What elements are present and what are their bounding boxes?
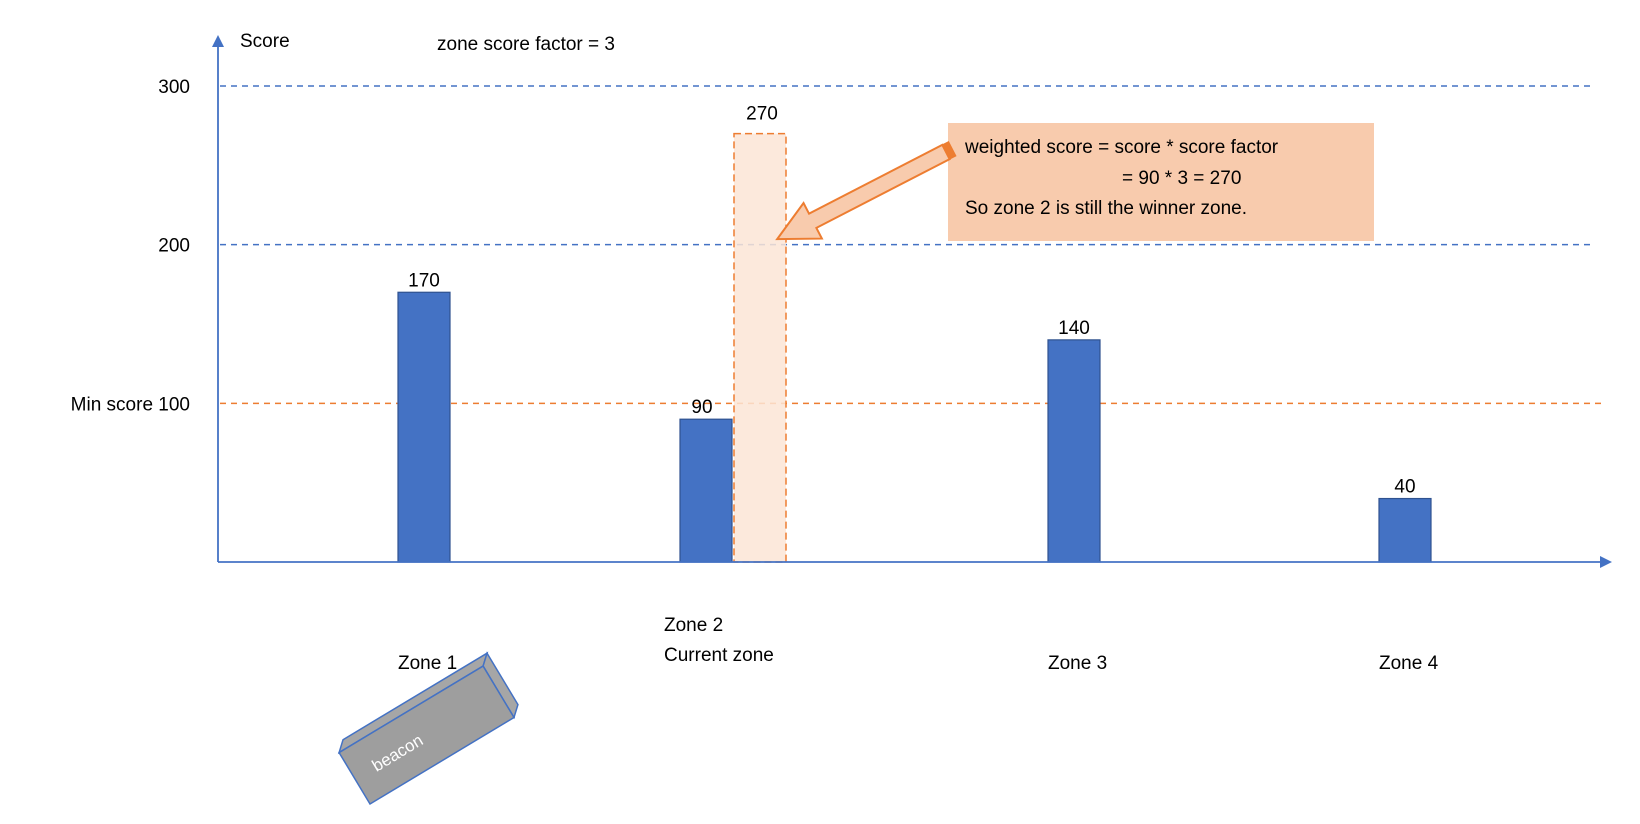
bar-3 — [1047, 339, 1101, 563]
annotation-box — [948, 123, 1374, 241]
category-sublabel-2: Current zone — [664, 645, 774, 666]
y-tick-label-300: 300 — [158, 77, 190, 98]
bar-2 — [679, 418, 733, 563]
bar-1 — [397, 291, 451, 563]
y-axis-label: Score — [240, 31, 290, 52]
bar-value-label-1: 170 — [408, 270, 440, 291]
y-axis-arrow-icon — [212, 35, 224, 47]
category-label-1: Zone 1 — [398, 653, 457, 674]
weighted-value-label: 270 — [746, 104, 778, 125]
annotation-line-1: weighted score = score * score factor — [964, 137, 1279, 158]
bar-4 — [1378, 497, 1432, 563]
y-tick-label-200: 200 — [158, 236, 190, 257]
beacon-front-face — [338, 665, 516, 806]
category-label-3: Zone 3 — [1048, 653, 1107, 674]
x-axis-arrow-icon — [1600, 556, 1612, 568]
annotation-callout: weighted score = score * score factor = … — [948, 123, 1374, 241]
beacon-device: beacon — [337, 651, 519, 806]
pointer-arrow-icon — [775, 141, 957, 241]
factor-label: zone score factor = 3 — [437, 34, 615, 55]
weighted-bar — [733, 132, 787, 563]
category-label-4: Zone 4 — [1379, 653, 1439, 674]
bar-value-label-4: 40 — [1394, 477, 1415, 498]
bar-value-label-2: 90 — [691, 397, 712, 418]
y-tick-label-100: Min score 100 — [71, 394, 190, 415]
annotation-line-3: So zone 2 is still the winner zone. — [965, 198, 1247, 219]
annotation-line-2: = 90 * 3 = 270 — [1122, 168, 1241, 189]
category-label-2: Zone 2 — [664, 615, 723, 636]
bar-value-label-3: 140 — [1058, 318, 1090, 339]
